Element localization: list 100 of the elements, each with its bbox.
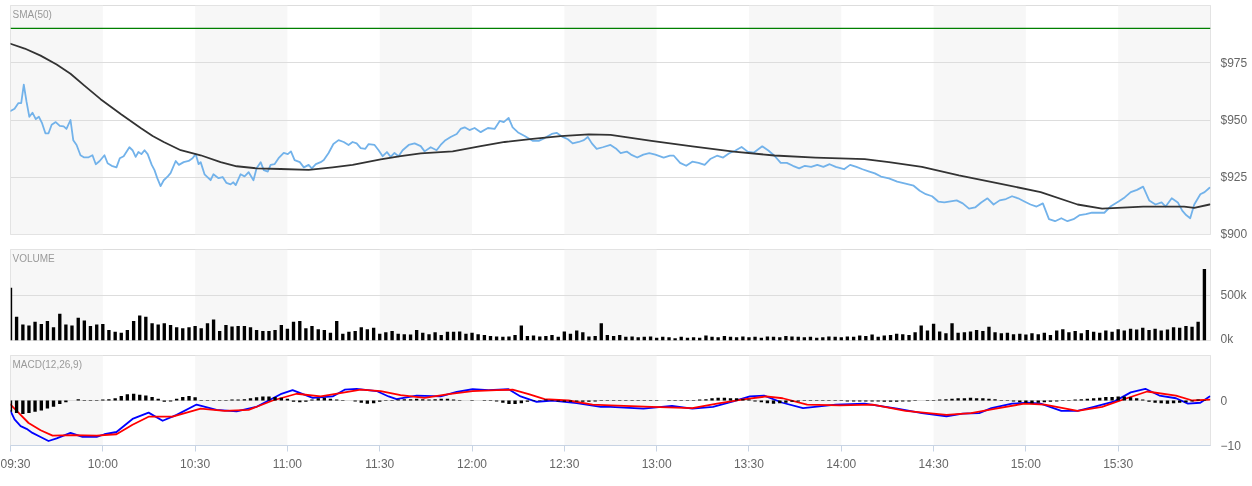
bar <box>82 320 87 341</box>
bar <box>673 338 677 341</box>
bar <box>562 331 567 341</box>
x-tick-label: 14:30 <box>918 456 949 471</box>
x-tick-label: 13:30 <box>733 456 765 471</box>
bar <box>993 332 997 341</box>
bar <box>1184 325 1188 341</box>
y-tick-label: $925 <box>1220 170 1248 185</box>
y-tick-label: $900 <box>1220 226 1248 241</box>
bar <box>784 335 788 341</box>
bar <box>987 326 991 341</box>
bar <box>1153 328 1157 341</box>
bar <box>710 336 714 341</box>
bar <box>267 396 271 401</box>
bar <box>716 397 720 401</box>
bar <box>950 323 954 341</box>
bar <box>33 321 37 341</box>
x-tick-label: 11:00 <box>272 456 303 471</box>
bar <box>273 396 277 401</box>
bar <box>716 337 720 341</box>
bar <box>507 400 511 405</box>
bar <box>131 393 136 401</box>
bar <box>507 336 511 341</box>
bar <box>919 325 923 341</box>
line-series <box>10 83 1211 223</box>
bar <box>254 397 259 401</box>
bar <box>138 394 142 401</box>
x-tick-label: 12:00 <box>457 456 488 471</box>
bar <box>962 398 967 401</box>
bar <box>261 396 265 401</box>
bar <box>1134 398 1139 401</box>
bar <box>470 332 474 341</box>
bar <box>113 398 117 401</box>
x-tick-label: 10:30 <box>180 456 211 471</box>
x-tick-label: 12:30 <box>549 456 580 471</box>
chart-title: MACD(12,26,9) <box>12 358 82 370</box>
bar <box>1110 331 1114 341</box>
bar <box>519 325 524 341</box>
bar <box>790 336 794 341</box>
bar <box>1024 334 1028 341</box>
bar <box>427 334 431 341</box>
bar <box>267 330 271 341</box>
y-tick-label: $950 <box>1220 113 1248 127</box>
bar <box>27 400 31 414</box>
bar <box>224 325 228 341</box>
bar <box>390 330 394 341</box>
bar <box>304 328 308 341</box>
bar <box>753 336 757 341</box>
bar <box>968 331 973 341</box>
bar <box>464 333 468 341</box>
bar <box>981 398 985 401</box>
bar <box>747 337 751 341</box>
bar <box>119 396 123 401</box>
bar <box>187 327 191 341</box>
bar <box>21 400 25 414</box>
bar <box>741 336 745 341</box>
bar <box>587 336 591 341</box>
bar <box>181 396 185 401</box>
bar <box>187 396 191 401</box>
y-tick-label: −10 <box>1220 439 1242 453</box>
bar <box>513 400 517 405</box>
x-tick-label: 11:30 <box>365 456 395 471</box>
bar <box>1110 396 1114 401</box>
bar <box>944 333 948 341</box>
bar <box>667 337 671 341</box>
bar <box>236 325 240 341</box>
bar <box>261 330 265 341</box>
bar <box>310 325 314 341</box>
bar <box>1153 400 1157 403</box>
y-tick-label: 0 <box>1220 394 1228 408</box>
bar <box>21 324 25 341</box>
bar <box>1098 397 1102 401</box>
bar <box>107 330 111 341</box>
bar <box>316 398 320 401</box>
bar <box>347 331 351 341</box>
bar <box>322 397 327 401</box>
bar <box>1116 396 1120 401</box>
bar <box>150 323 154 341</box>
x-tick-label: 14:00 <box>826 456 857 471</box>
chart-title: VOLUME <box>12 252 56 264</box>
bar <box>630 336 634 341</box>
bar <box>981 330 985 341</box>
bar <box>956 398 960 401</box>
bar <box>704 335 708 341</box>
y-tick-label: 0k <box>1220 331 1235 346</box>
line-series <box>10 42 1211 210</box>
y-tick-label: 500k <box>1220 288 1248 302</box>
bar <box>784 400 788 403</box>
bar <box>734 398 739 401</box>
bar <box>33 400 37 412</box>
bar <box>64 324 68 341</box>
bar <box>501 336 505 341</box>
bar <box>710 398 714 401</box>
bar <box>913 332 917 341</box>
bar <box>125 394 130 401</box>
bar <box>501 400 505 403</box>
bar <box>457 331 462 341</box>
bar <box>1147 330 1151 341</box>
bar <box>193 397 197 401</box>
x-tick-label: 15:00 <box>1010 456 1042 471</box>
